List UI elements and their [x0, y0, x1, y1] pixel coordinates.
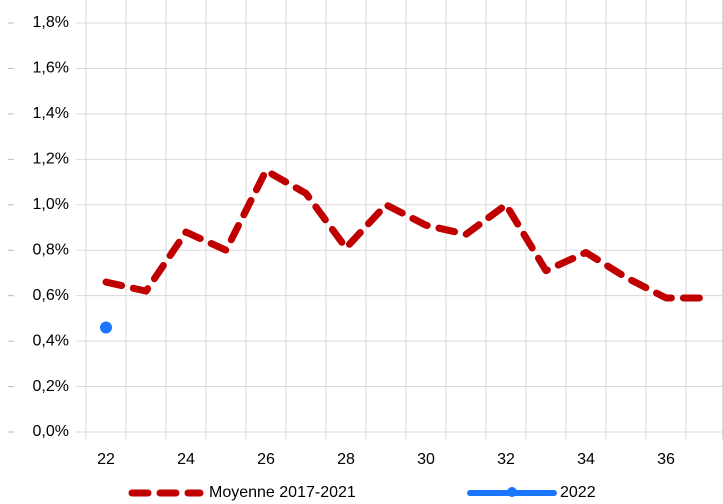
x-tick-label: 26: [257, 451, 275, 468]
x-tick-label: 22: [97, 451, 115, 468]
y-tick-label: 1,2%: [33, 151, 69, 168]
y-tick-label: 0,6%: [33, 287, 69, 304]
legend-marker: [507, 487, 517, 497]
y-tick-label: 1,8%: [33, 14, 69, 31]
y-tick-label: 0,4%: [33, 332, 69, 349]
y-tick-label: 1,6%: [33, 60, 69, 77]
x-tick-label: 36: [657, 451, 675, 468]
line: [102, 167, 710, 302]
y-tick-label: 1,0%: [33, 196, 69, 213]
legend-marker: [197, 490, 203, 496]
legend-label: 2022: [560, 484, 596, 501]
y-tick-label: 1,4%: [33, 105, 69, 122]
y-tick-label: 0,8%: [33, 241, 69, 258]
y-tick-label: 0,0%: [33, 423, 69, 440]
x-tick-label: 28: [337, 451, 355, 468]
x-tick-label: 34: [577, 451, 595, 468]
x-tick-label: 30: [417, 451, 435, 468]
point: [100, 321, 112, 334]
x-tick-label: 24: [177, 451, 195, 468]
legend-label: Moyenne 2017-2021: [209, 484, 356, 501]
x-tick-label: 32: [497, 451, 515, 468]
y-tick-label: 0,2%: [33, 378, 69, 395]
